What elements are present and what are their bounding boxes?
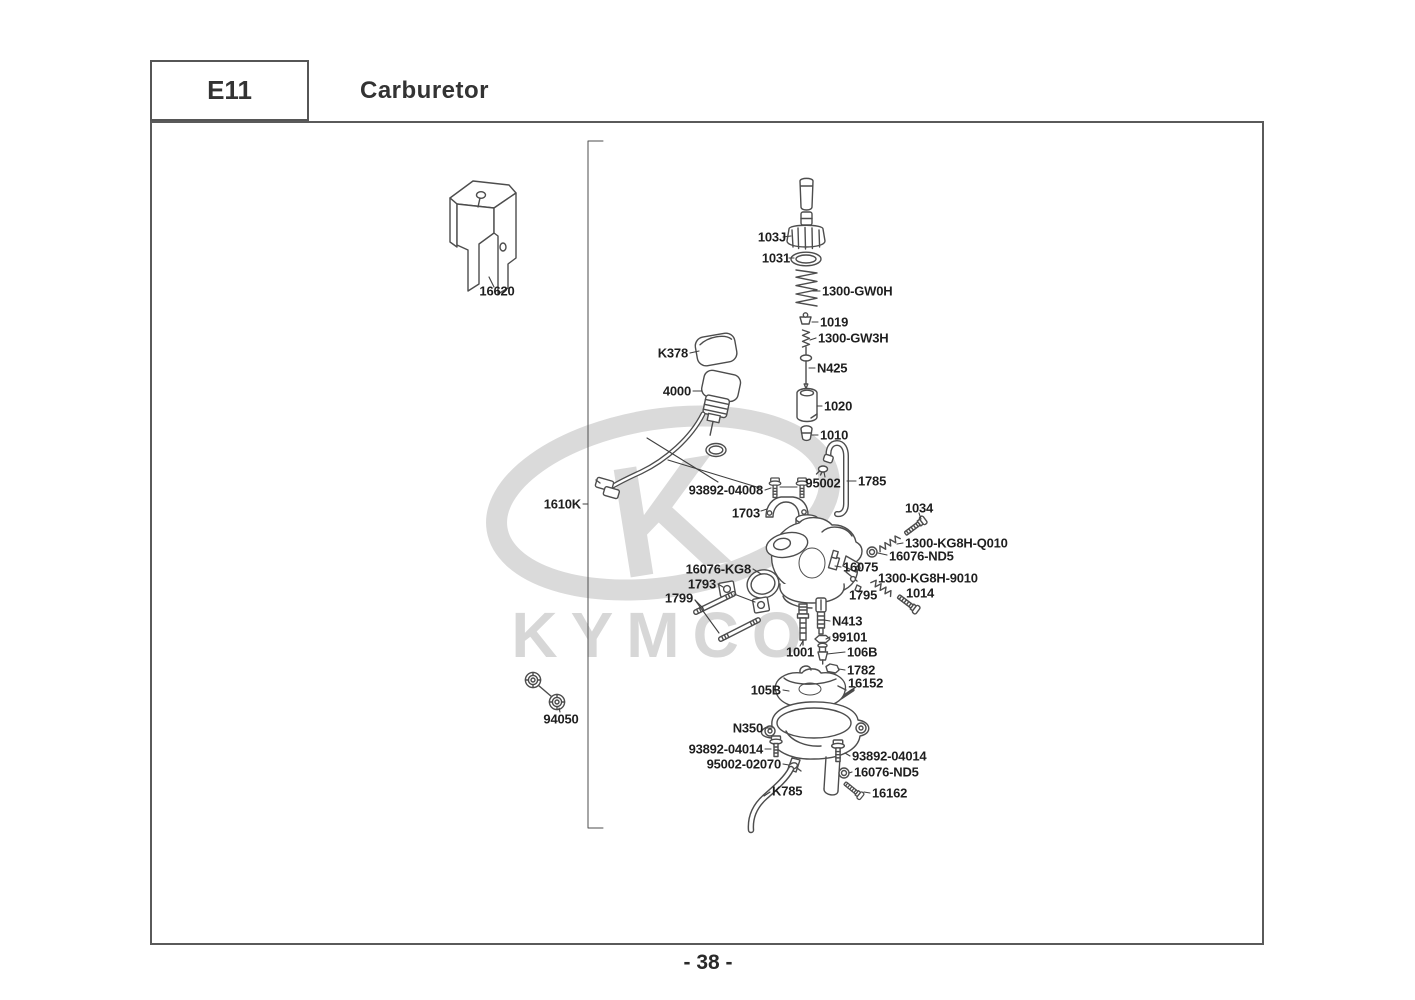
part-99101-nut (814, 634, 831, 649)
part-carburetor-body (765, 514, 863, 609)
section-code-box: E11 (150, 60, 309, 121)
part-1795-bits (849, 575, 862, 593)
part-1014-screw (895, 591, 922, 616)
assembly-bracket-line (587, 140, 604, 829)
part-1034-screw (902, 514, 929, 539)
part-1300-kg8h-9010-spring (869, 577, 895, 598)
part-95002-clamp (815, 465, 829, 476)
part-k378-cap (694, 332, 738, 367)
page-number: - 38 - (683, 951, 733, 974)
part-1300-gw0h-spring (795, 269, 818, 307)
page-title: Carburetor (360, 76, 490, 104)
part-1793-nut (751, 596, 771, 614)
part-4000-bystarter (594, 369, 742, 500)
part-1782-clip (825, 663, 840, 674)
diagram-frame (150, 121, 1264, 945)
part-1001-main-jet (796, 603, 810, 646)
part-cable-connector (594, 476, 621, 500)
part-1010-valve (800, 425, 813, 442)
part-1703-bracket (765, 496, 809, 518)
part-1019-seat (799, 312, 812, 325)
part-103j-cap (786, 224, 826, 250)
part-n425-screw (799, 354, 813, 390)
part-94050-nuts (524, 671, 566, 711)
part-16162-screw (841, 779, 866, 801)
part-1300-gw3h-needle (801, 329, 811, 357)
watermark-brand: KYMCO (511, 599, 814, 671)
part-16076-nd5-ring (866, 546, 878, 558)
leader-lines (488, 235, 922, 797)
part-1785-tube (822, 440, 849, 518)
part-throttle-valve-column (786, 177, 826, 442)
part-93892-04008-bolts (768, 477, 809, 499)
kymco-watermark: K KYMCO (486, 405, 840, 671)
part-n413-jet (815, 597, 827, 635)
part-16076-nd5-ring (838, 767, 850, 779)
part-1020-holder (796, 387, 818, 423)
part-16620-bracket (449, 180, 517, 295)
part-k785-tube (747, 765, 795, 834)
part-1031-seal (790, 251, 822, 267)
section-code: E11 (207, 75, 252, 105)
part-106b-float-valve (817, 646, 829, 665)
part-16076-kg8-oring (746, 569, 780, 599)
